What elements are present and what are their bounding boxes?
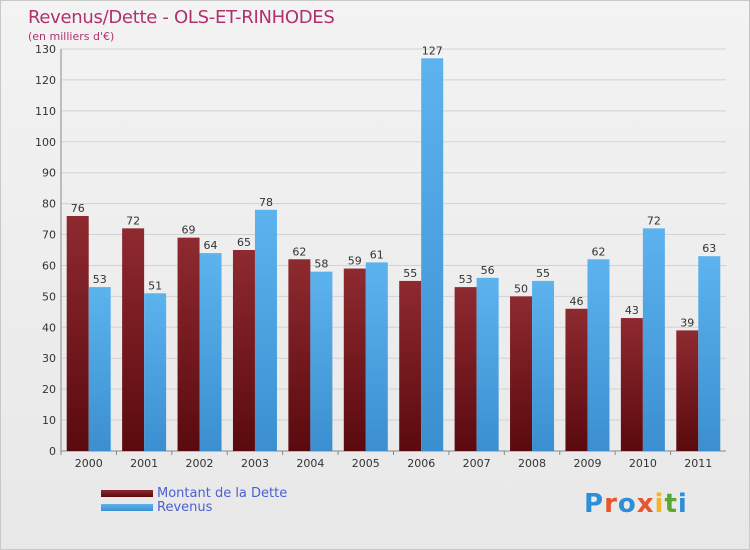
bar-revenus bbox=[144, 293, 166, 451]
y-tick-label: 90 bbox=[42, 167, 56, 180]
bar-dette bbox=[288, 259, 310, 451]
x-tick-label: 2010 bbox=[629, 457, 657, 470]
data-label-dette: 72 bbox=[126, 214, 140, 227]
x-tick-label: 2009 bbox=[573, 457, 601, 470]
y-tick-label: 40 bbox=[42, 321, 56, 334]
data-label-dette: 76 bbox=[71, 202, 85, 215]
y-tick-label: 130 bbox=[35, 43, 56, 56]
y-tick-label: 50 bbox=[42, 290, 56, 303]
bar-revenus bbox=[643, 228, 665, 451]
y-tick-label: 0 bbox=[49, 445, 56, 458]
bar-dette bbox=[399, 281, 421, 451]
data-label-dette: 69 bbox=[182, 224, 196, 237]
bar-dette bbox=[565, 309, 587, 451]
bar-dette bbox=[676, 330, 698, 451]
bar-revenus bbox=[366, 262, 388, 451]
bar-dette bbox=[178, 238, 200, 451]
bar-dette bbox=[510, 296, 532, 451]
data-label-revenus: 63 bbox=[702, 242, 716, 255]
data-label-dette: 65 bbox=[237, 236, 251, 249]
bar-revenus bbox=[255, 210, 277, 451]
legend-swatch-dette bbox=[101, 490, 153, 497]
bar-revenus bbox=[532, 281, 554, 451]
bar-chart: 0 10 20 30 40 50 60 70 80 90 100 110 120 130 2000 2001 2… bbox=[1, 1, 749, 549]
x-tick-label: 2004 bbox=[296, 457, 324, 470]
bar-dette bbox=[621, 318, 643, 451]
y-tick-label: 20 bbox=[42, 383, 56, 396]
data-label-dette: 53 bbox=[459, 273, 473, 286]
legend-swatch-revenus bbox=[101, 504, 153, 511]
data-label-dette: 39 bbox=[680, 316, 694, 329]
logo-letter: r bbox=[604, 489, 618, 519]
logo-letter: o bbox=[618, 489, 637, 519]
logo-letter: i bbox=[678, 489, 688, 519]
data-label-revenus: 61 bbox=[370, 248, 384, 261]
data-label-revenus: 64 bbox=[204, 239, 218, 252]
data-labels: 76 53 72 51 69 64 65 78 62 58 59 61 55 127 53 56 50 55 46 6… bbox=[71, 44, 717, 329]
data-label-dette: 55 bbox=[403, 267, 417, 280]
logo-letter: P bbox=[584, 489, 604, 519]
bar-revenus bbox=[310, 272, 332, 451]
data-label-revenus: 56 bbox=[481, 264, 495, 277]
data-label-dette: 62 bbox=[292, 245, 306, 258]
bars bbox=[67, 58, 721, 451]
data-label-dette: 50 bbox=[514, 282, 528, 295]
x-tick-label: 2005 bbox=[352, 457, 380, 470]
y-tick-label: 120 bbox=[35, 74, 56, 87]
data-label-revenus: 78 bbox=[259, 196, 273, 209]
data-label-revenus: 72 bbox=[647, 214, 661, 227]
bar-dette bbox=[122, 228, 144, 451]
x-tick-label: 2001 bbox=[130, 457, 158, 470]
data-label-revenus: 58 bbox=[314, 258, 328, 271]
y-tick-label: 70 bbox=[42, 229, 56, 242]
y-tick-label: 60 bbox=[42, 259, 56, 272]
data-label-dette: 59 bbox=[348, 255, 362, 268]
bar-revenus bbox=[89, 287, 111, 451]
data-label-revenus: 53 bbox=[93, 273, 107, 286]
y-tick-label: 110 bbox=[35, 105, 56, 118]
proxiti-logo: Proxiti bbox=[584, 489, 688, 519]
bar-revenus bbox=[698, 256, 720, 451]
x-tick-label: 2007 bbox=[463, 457, 491, 470]
bar-revenus bbox=[587, 259, 609, 451]
legend-label-revenus: Revenus bbox=[157, 500, 212, 515]
bar-dette bbox=[67, 216, 89, 451]
x-tick-label: 2002 bbox=[186, 457, 214, 470]
y-tick-label: 100 bbox=[35, 136, 56, 149]
logo-letter: i bbox=[655, 489, 665, 519]
logo-letter: t bbox=[664, 489, 677, 519]
data-label-revenus: 55 bbox=[536, 267, 550, 280]
logo-letter: x bbox=[637, 489, 655, 519]
y-tick-label: 10 bbox=[42, 414, 56, 427]
x-tick-label: 2011 bbox=[684, 457, 712, 470]
y-tick-label: 30 bbox=[42, 352, 56, 365]
x-tick-label: 2003 bbox=[241, 457, 269, 470]
data-label-revenus: 62 bbox=[591, 245, 605, 258]
data-label-dette: 43 bbox=[625, 304, 639, 317]
bar-revenus bbox=[477, 278, 499, 451]
x-tick-label: 2006 bbox=[407, 457, 435, 470]
data-label-revenus: 51 bbox=[148, 279, 162, 292]
bar-dette bbox=[344, 269, 366, 451]
y-tick-label: 80 bbox=[42, 198, 56, 211]
bar-dette bbox=[233, 250, 255, 451]
x-tick-label: 2000 bbox=[75, 457, 103, 470]
bar-revenus bbox=[421, 58, 443, 451]
data-label-dette: 46 bbox=[569, 295, 583, 308]
bar-dette bbox=[455, 287, 477, 451]
chart-frame: Revenus/Dette - OLS-ET-RINHODES (en mill… bbox=[0, 0, 750, 550]
bar-revenus bbox=[200, 253, 222, 451]
data-label-revenus: 127 bbox=[422, 44, 443, 57]
legend-label-dette: Montant de la Dette bbox=[157, 486, 287, 501]
x-tick-label: 2008 bbox=[518, 457, 546, 470]
